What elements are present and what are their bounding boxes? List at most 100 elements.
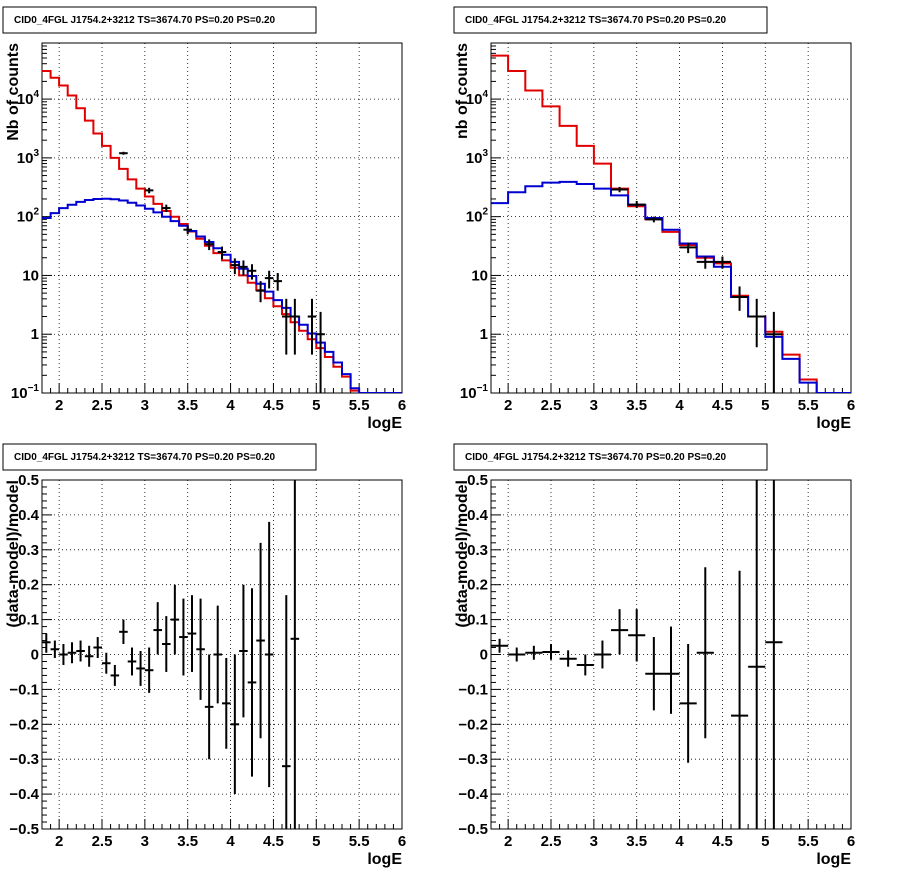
y-axis-label: (data-model)/model bbox=[5, 480, 22, 628]
x-tick-label: 5 bbox=[761, 833, 769, 850]
series-group bbox=[491, 54, 851, 393]
chart-title-box bbox=[453, 6, 768, 34]
data-point bbox=[307, 298, 317, 355]
y-tick-label: −0.4 bbox=[458, 786, 488, 803]
data-point bbox=[230, 258, 240, 275]
x-tick-label: 3 bbox=[141, 397, 149, 414]
x-tick-label: 4.5 bbox=[263, 397, 284, 414]
plot-frame bbox=[41, 42, 403, 394]
x-tick-label: 3 bbox=[590, 833, 598, 850]
data-point bbox=[508, 647, 526, 662]
data-point bbox=[628, 609, 646, 662]
data-point bbox=[59, 644, 68, 665]
data-point bbox=[611, 186, 629, 193]
x-tick-label: 5.5 bbox=[798, 833, 819, 850]
data-point bbox=[713, 256, 731, 269]
x-tick-label: 2.5 bbox=[92, 397, 113, 414]
y-tick-label: 104 bbox=[466, 89, 489, 108]
histogram-series-2 bbox=[42, 197, 402, 393]
data-point bbox=[731, 570, 749, 829]
y-tick-label: 102 bbox=[466, 207, 489, 226]
data-point bbox=[247, 588, 257, 777]
y-tick-label: 0.3 bbox=[467, 542, 488, 559]
data-point bbox=[576, 654, 594, 676]
y-tick-label: −0.5 bbox=[9, 821, 39, 838]
data-point bbox=[110, 664, 120, 686]
data-point bbox=[127, 647, 137, 676]
chart-title-box bbox=[453, 443, 768, 471]
y-tick-label: −0.3 bbox=[9, 751, 39, 768]
data-point bbox=[611, 609, 629, 655]
data-point bbox=[67, 642, 77, 664]
x-tick-label: 6 bbox=[398, 833, 406, 850]
data-point bbox=[542, 644, 560, 660]
data-point bbox=[213, 605, 222, 704]
chart-title: CID0_4FGL J1754.2+3212 TS=3674.70 PS=0.2… bbox=[14, 15, 276, 26]
x-tick-label: 2 bbox=[55, 397, 63, 414]
x-tick-label: 4 bbox=[675, 397, 684, 414]
x-axis-label: logE bbox=[367, 851, 402, 868]
data-point bbox=[748, 480, 766, 829]
data-point bbox=[645, 637, 663, 711]
data-point bbox=[162, 616, 171, 672]
data-point bbox=[217, 246, 227, 260]
data-point bbox=[162, 204, 171, 213]
data-point bbox=[679, 644, 697, 763]
y-tick-label: 10 bbox=[471, 267, 488, 284]
data-point bbox=[696, 256, 714, 269]
data-point bbox=[239, 584, 248, 718]
y-tick-label: 0.5 bbox=[18, 472, 39, 489]
data-point bbox=[247, 264, 257, 280]
data-point bbox=[290, 298, 300, 355]
x-tick-label: 5 bbox=[312, 833, 320, 850]
x-tick-label: 4 bbox=[675, 833, 684, 850]
data-point bbox=[93, 637, 102, 658]
data-point bbox=[222, 657, 231, 749]
y-tick-label: −0.2 bbox=[9, 716, 39, 733]
y-tick-label: 10 bbox=[22, 267, 39, 284]
y-tick-label: 0.2 bbox=[467, 577, 488, 594]
x-tick-label: 2 bbox=[504, 397, 512, 414]
x-tick-label: 3.5 bbox=[626, 833, 647, 850]
data-point bbox=[119, 619, 128, 645]
y-tick-label: 0.2 bbox=[18, 577, 39, 594]
chart-title: CID0_4FGL J1754.2+3212 TS=3674.70 PS=0.2… bbox=[465, 452, 727, 463]
x-tick-label: 2.5 bbox=[92, 833, 113, 850]
y-tick-label: 0 bbox=[480, 647, 488, 664]
data-point bbox=[84, 645, 94, 667]
data-point bbox=[230, 654, 240, 795]
data-point bbox=[179, 598, 188, 676]
data-point bbox=[491, 638, 509, 653]
data-point bbox=[183, 225, 192, 235]
data-point bbox=[645, 216, 663, 223]
data-point bbox=[316, 311, 325, 393]
y-tick-label: 0 bbox=[31, 647, 39, 664]
x-tick-label: 5 bbox=[312, 397, 320, 414]
y-tick-label: 0.3 bbox=[18, 542, 39, 559]
y-tick-label: −0.5 bbox=[458, 821, 488, 838]
series-group bbox=[42, 480, 300, 829]
data-point bbox=[593, 640, 611, 669]
y-tick-label: −0.1 bbox=[458, 681, 488, 698]
series-group bbox=[491, 480, 783, 829]
y-tick-label: −0.1 bbox=[9, 681, 39, 698]
x-tick-label: 4 bbox=[226, 833, 235, 850]
data-point bbox=[559, 650, 577, 667]
data-point bbox=[144, 187, 154, 194]
y-tick-label: 103 bbox=[466, 148, 489, 167]
x-tick-label: 4.5 bbox=[263, 833, 284, 850]
x-tick-label: 4.5 bbox=[712, 833, 733, 850]
x-tick-label: 4.5 bbox=[712, 397, 733, 414]
data-point bbox=[76, 640, 85, 662]
data-point bbox=[144, 647, 154, 693]
x-axis-label: logE bbox=[816, 851, 851, 868]
x-tick-label: 6 bbox=[847, 833, 855, 850]
y-tick-label: 102 bbox=[17, 207, 40, 226]
data-point bbox=[662, 626, 680, 714]
y-tick-label: 10−1 bbox=[460, 383, 489, 402]
data-point bbox=[748, 298, 766, 348]
chart-panel-2: CID0_4FGL J1754.2+3212 TS=3674.70 PS=0.2… bbox=[453, 6, 855, 432]
x-tick-label: 5.5 bbox=[349, 397, 370, 414]
data-point bbox=[42, 633, 51, 653]
chart-panel-4: CID0_4FGL J1754.2+3212 TS=3674.70 PS=0.2… bbox=[453, 443, 855, 868]
